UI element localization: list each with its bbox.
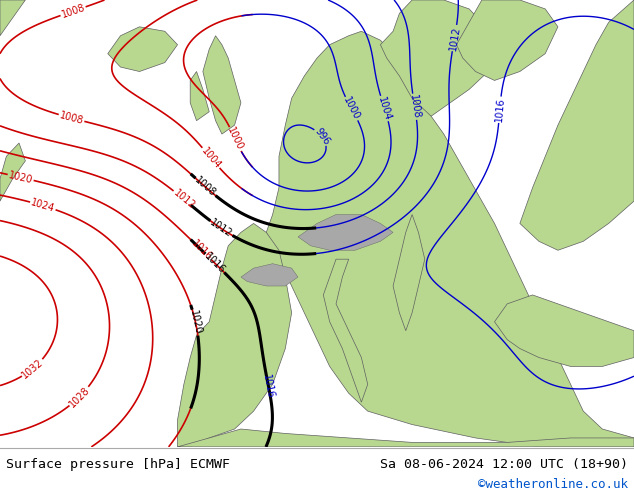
Text: 1000: 1000 xyxy=(225,126,245,152)
Text: 1016: 1016 xyxy=(190,238,214,263)
Text: 1004: 1004 xyxy=(199,146,223,171)
Polygon shape xyxy=(108,27,178,72)
Polygon shape xyxy=(266,31,634,447)
Text: 1016: 1016 xyxy=(203,251,227,275)
Text: ©weatheronline.co.uk: ©weatheronline.co.uk xyxy=(477,478,628,490)
Polygon shape xyxy=(456,0,558,80)
Text: 996: 996 xyxy=(313,126,332,147)
Text: Surface pressure [hPa] ECMWF: Surface pressure [hPa] ECMWF xyxy=(6,458,230,470)
Text: 1016: 1016 xyxy=(494,97,506,122)
Text: 1004: 1004 xyxy=(376,96,393,122)
Text: 1012: 1012 xyxy=(448,25,462,51)
Text: 1008: 1008 xyxy=(60,2,86,20)
Polygon shape xyxy=(298,215,393,250)
Polygon shape xyxy=(203,36,241,134)
Text: 1008: 1008 xyxy=(58,110,84,126)
Text: 1016: 1016 xyxy=(261,374,276,399)
Text: Sa 08-06-2024 12:00 UTC (18+90): Sa 08-06-2024 12:00 UTC (18+90) xyxy=(380,458,628,470)
Polygon shape xyxy=(323,259,368,402)
Text: 1028: 1028 xyxy=(67,385,92,409)
Text: 1008: 1008 xyxy=(193,175,218,199)
Polygon shape xyxy=(241,264,298,286)
Text: 1020: 1020 xyxy=(8,170,34,185)
Text: 1012: 1012 xyxy=(208,218,234,240)
Polygon shape xyxy=(178,429,634,447)
Polygon shape xyxy=(495,295,634,367)
Polygon shape xyxy=(380,0,501,116)
Text: 1032: 1032 xyxy=(20,357,46,380)
Polygon shape xyxy=(0,143,25,201)
Text: 1024: 1024 xyxy=(30,197,56,214)
Text: 1012: 1012 xyxy=(171,188,197,211)
Text: 1008: 1008 xyxy=(408,94,422,120)
Text: 1020: 1020 xyxy=(188,310,203,336)
Polygon shape xyxy=(178,223,292,447)
Text: 1000: 1000 xyxy=(342,96,362,122)
Polygon shape xyxy=(520,0,634,250)
Polygon shape xyxy=(0,0,25,36)
Polygon shape xyxy=(393,215,425,331)
Polygon shape xyxy=(190,72,209,121)
